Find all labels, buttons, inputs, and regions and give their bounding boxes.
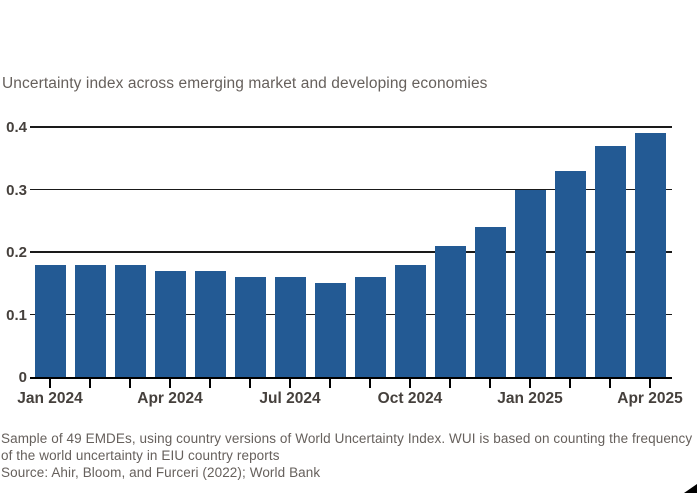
x-tick-mark [209,378,211,388]
bar-mar-2025 [594,145,626,377]
x-tick-mark [449,378,451,388]
x-tick-mark [609,378,611,388]
footnote-line: of the world uncertainty in EIU country … [1,448,280,463]
x-tick-label: Jan 2025 [497,390,563,407]
x-tick-label: Jan 2024 [17,390,83,407]
bar-dec-2024 [474,227,506,377]
resize-corner-triangle-icon [684,484,697,493]
y-tick-label: 0.1 [6,306,27,324]
x-tick-label: Apr 2025 [617,390,683,407]
x-tick-mark [569,378,571,388]
y-tick-label: 0.2 [6,244,27,261]
bar-jun-2024 [234,277,266,377]
bar-nov-2024 [434,245,466,377]
y-tick-label: 0.4 [6,119,27,136]
x-tick-label: Oct 2024 [377,390,443,407]
x-tick-mark [129,378,131,388]
bar-mar-2024 [114,264,146,377]
bar-jan-2025 [514,189,546,377]
x-tick-mark [289,378,291,388]
x-tick-mark [529,378,531,388]
x-axis-line [30,376,672,379]
x-tick-mark [89,378,91,388]
x-tick-mark [369,378,371,388]
bar-apr-2024 [154,270,186,377]
x-tick-mark [489,378,491,388]
bar-jan-2024 [34,264,66,377]
y-tick-label: 0.3 [6,181,27,199]
bar-aug-2024 [314,283,346,377]
bar-feb-2024 [74,264,106,377]
chart-title: Uncertainty index across emerging market… [2,75,488,92]
chart-footnote: Sample of 49 EMDEs, using country versio… [1,430,692,481]
x-tick-mark [49,378,51,388]
bar-oct-2024 [394,264,426,377]
x-tick-mark [329,378,331,388]
bar-sep-2024 [354,277,386,377]
y-tick-label: 0 [18,369,27,386]
gridline-y-0.2 [30,251,672,253]
x-tick-mark [249,378,251,388]
bar-jul-2024 [274,277,306,377]
gridline-y-0.4 [30,126,672,128]
x-tick-mark [649,378,651,388]
gridline-y-0.1 [30,313,672,316]
x-tick-mark [169,378,171,388]
bar-apr-2025 [634,133,666,377]
x-tick-label: Jul 2024 [259,390,321,407]
bar-may-2024 [194,270,226,377]
x-tick-label: Apr 2024 [137,390,203,407]
bar-feb-2025 [554,170,586,377]
footnote-line: Sample of 49 EMDEs, using country versio… [1,431,693,446]
footnote-source: Source: Ahir, Bloom, and Furceri (2022);… [1,465,321,480]
gridline-y-0.3 [30,188,672,191]
x-tick-mark [409,378,411,388]
